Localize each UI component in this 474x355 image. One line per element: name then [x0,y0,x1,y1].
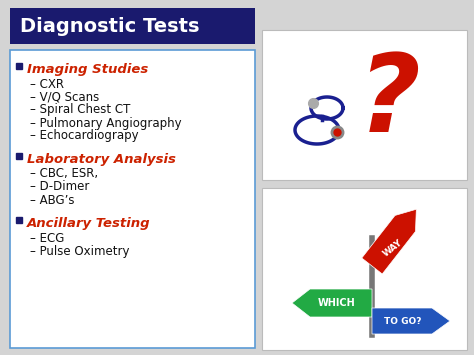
Text: TO GO?: TO GO? [384,317,422,326]
Text: – ECG: – ECG [30,231,64,245]
Text: – ABG’s: – ABG’s [30,193,74,207]
Text: WAY: WAY [382,237,405,258]
Text: – Pulse Oximetry: – Pulse Oximetry [30,245,129,257]
Text: Laboratory Analysis: Laboratory Analysis [27,153,176,165]
Text: Ancillary Testing: Ancillary Testing [27,217,151,229]
Polygon shape [292,289,372,317]
FancyBboxPatch shape [262,188,467,350]
FancyBboxPatch shape [262,30,467,180]
FancyBboxPatch shape [10,50,255,348]
Text: – D-Dimer: – D-Dimer [30,180,90,193]
Polygon shape [372,308,450,334]
Bar [16,63,22,69]
Text: WHICH: WHICH [318,298,356,308]
Text: – Spiral Chest CT: – Spiral Chest CT [30,104,130,116]
Bar [16,153,22,159]
Text: – Echocardiograpy: – Echocardiograpy [30,130,138,142]
Text: – CXR: – CXR [30,77,64,91]
Text: – V/Q Scans: – V/Q Scans [30,91,99,104]
Text: ?: ? [358,49,420,155]
Text: Imaging Studies: Imaging Studies [27,62,148,76]
Polygon shape [362,209,416,274]
FancyBboxPatch shape [10,8,255,44]
Text: – Pulmonary Angiography: – Pulmonary Angiography [30,116,182,130]
Bar [16,217,22,223]
Text: Diagnostic Tests: Diagnostic Tests [20,16,200,36]
Text: – CBC, ESR,: – CBC, ESR, [30,168,98,180]
